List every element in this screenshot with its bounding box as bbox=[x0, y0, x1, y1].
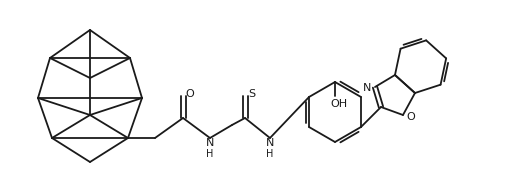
Text: H: H bbox=[266, 149, 274, 159]
Text: O: O bbox=[407, 112, 416, 122]
Text: H: H bbox=[206, 149, 214, 159]
Text: S: S bbox=[248, 89, 256, 99]
Text: N: N bbox=[266, 138, 274, 148]
Text: N: N bbox=[363, 83, 371, 93]
Text: O: O bbox=[185, 89, 194, 99]
Text: N: N bbox=[206, 138, 214, 148]
Text: OH: OH bbox=[331, 99, 347, 109]
